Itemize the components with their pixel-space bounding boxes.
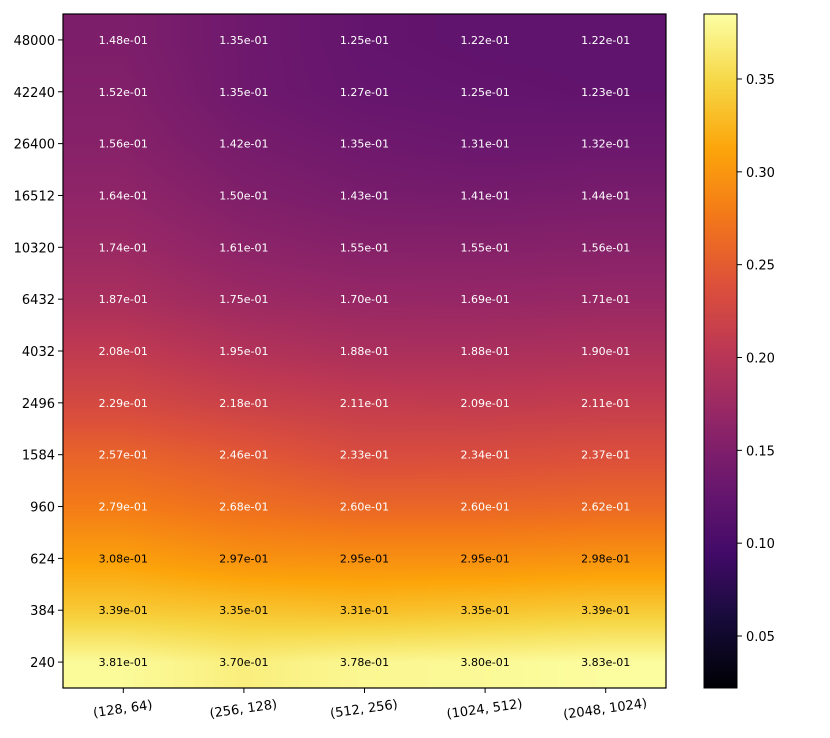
colorbar-scale <box>703 13 738 689</box>
cell-label: 1.52e-01 <box>99 86 148 99</box>
cell-label: 2.29e-01 <box>99 397 148 410</box>
y-tick-label: 16512 <box>14 189 55 204</box>
cell-label: 1.27e-01 <box>340 86 389 99</box>
cell-label: 1.56e-01 <box>99 138 148 151</box>
y-tick-label: 4032 <box>22 345 55 360</box>
cell-label: 1.56e-01 <box>581 241 630 254</box>
cell-label: 2.11e-01 <box>581 397 630 410</box>
y-tick-label: 960 <box>30 501 55 516</box>
cell-label: 2.98e-01 <box>581 552 630 565</box>
cell-label: 2.60e-01 <box>460 501 509 514</box>
cell-label: 3.78e-01 <box>340 656 389 669</box>
colorbar-tick-label: 0.10 <box>746 537 775 552</box>
cell-label: 2.18e-01 <box>219 397 268 410</box>
cell-label: 1.22e-01 <box>460 34 509 47</box>
y-tick-label: 2496 <box>22 397 55 412</box>
cell-labels: 1.48e-01 1.35e-01 1.25e-01 1.22e-01 1.22e-01… <box>99 34 631 669</box>
cell-label: 2.46e-01 <box>219 449 268 462</box>
cell-label: 2.95e-01 <box>460 552 509 565</box>
cell-label: 2.95e-01 <box>340 552 389 565</box>
cell-label: 2.60e-01 <box>340 501 389 514</box>
cell-label: 1.41e-01 <box>460 189 509 202</box>
cell-label: 3.81e-01 <box>99 656 148 669</box>
colorbar-tick-label: 0.20 <box>746 351 775 366</box>
cell-label: 1.55e-01 <box>340 241 389 254</box>
y-tick-label: 6432 <box>22 293 55 308</box>
cell-label: 2.08e-01 <box>99 345 148 358</box>
x-tick-label: (1024, 512) <box>446 697 524 722</box>
y-axis: 48000 42240 26400 16512 10320 6432 4032 2496 158… <box>14 34 63 671</box>
cell-label: 1.35e-01 <box>340 138 389 151</box>
cell-label: 3.39e-01 <box>99 604 148 617</box>
cell-label: 1.23e-01 <box>581 86 630 99</box>
cell-label: 3.83e-01 <box>581 656 630 669</box>
y-tick-label: 624 <box>30 552 55 567</box>
cell-label: 1.69e-01 <box>460 293 509 306</box>
y-tick-label: 384 <box>30 604 55 619</box>
cell-label: 1.43e-01 <box>340 189 389 202</box>
cell-label: 1.25e-01 <box>340 34 389 47</box>
cell-label: 1.95e-01 <box>219 345 268 358</box>
colorbar-tick-label: 0.05 <box>746 630 775 645</box>
cell-label: 2.68e-01 <box>219 501 268 514</box>
cell-label: 1.64e-01 <box>99 189 148 202</box>
cell-label: 1.87e-01 <box>99 293 148 306</box>
cell-label: 1.44e-01 <box>581 189 630 202</box>
cell-label: 2.33e-01 <box>340 449 389 462</box>
cell-label: 1.88e-01 <box>340 345 389 358</box>
colorbar-tick-label: 0.15 <box>746 444 775 459</box>
cell-label: 1.70e-01 <box>340 293 389 306</box>
cell-label: 1.31e-01 <box>460 138 509 151</box>
cell-label: 2.79e-01 <box>99 501 148 514</box>
cell-label: 2.11e-01 <box>340 397 389 410</box>
cell-label: 2.62e-01 <box>581 501 630 514</box>
cell-label: 1.25e-01 <box>460 86 509 99</box>
x-axis: (128, 64) (256, 128) (512, 256) (1024, 512)… <box>92 688 648 723</box>
colorbar-tick-label: 0.30 <box>746 166 775 181</box>
cell-label: 1.74e-01 <box>99 241 148 254</box>
x-tick-label: (256, 128) <box>209 697 278 721</box>
heatmap-area <box>63 14 666 688</box>
cell-label: 3.70e-01 <box>219 656 268 669</box>
colorbar: 0.05 0.10 0.15 0.20 0.25 0.30 0.35 <box>703 13 775 689</box>
cell-label: 3.39e-01 <box>581 604 630 617</box>
cell-label: 2.09e-01 <box>460 397 509 410</box>
x-tick-label: (512, 256) <box>329 697 398 721</box>
cell-label: 1.35e-01 <box>219 86 268 99</box>
colorbar-tick-label: 0.25 <box>746 259 775 274</box>
cell-label: 1.50e-01 <box>219 189 268 202</box>
cell-label: 1.61e-01 <box>219 241 268 254</box>
x-tick-label: (128, 64) <box>92 698 153 721</box>
x-tick-label: (2048, 1024) <box>562 696 648 723</box>
heatmap-image <box>63 14 666 688</box>
cell-label: 1.35e-01 <box>219 34 268 47</box>
cell-label: 3.35e-01 <box>460 604 509 617</box>
cell-label: 3.08e-01 <box>99 552 148 565</box>
cell-label: 2.34e-01 <box>460 449 509 462</box>
cell-label: 1.32e-01 <box>581 138 630 151</box>
cell-label: 3.80e-01 <box>460 656 509 669</box>
cell-label: 1.88e-01 <box>460 345 509 358</box>
cell-label: 1.71e-01 <box>581 293 630 306</box>
y-tick-label: 48000 <box>14 34 55 49</box>
y-tick-label: 10320 <box>14 241 55 256</box>
cell-label: 2.97e-01 <box>219 552 268 565</box>
cell-label: 3.31e-01 <box>340 604 389 617</box>
cell-label: 1.22e-01 <box>581 34 630 47</box>
cell-label: 1.90e-01 <box>581 345 630 358</box>
y-tick-label: 26400 <box>14 138 55 153</box>
y-tick-label: 42240 <box>14 86 55 101</box>
cell-label: 1.55e-01 <box>460 241 509 254</box>
cell-label: 1.75e-01 <box>219 293 268 306</box>
y-tick-label: 1584 <box>22 449 55 464</box>
cell-label: 1.48e-01 <box>99 34 148 47</box>
cell-label: 3.35e-01 <box>219 604 268 617</box>
cell-label: 1.42e-01 <box>219 138 268 151</box>
cell-label: 2.37e-01 <box>581 449 630 462</box>
cell-label: 2.57e-01 <box>99 449 148 462</box>
colorbar-tick-label: 0.35 <box>746 73 775 88</box>
y-tick-label: 240 <box>30 656 55 671</box>
